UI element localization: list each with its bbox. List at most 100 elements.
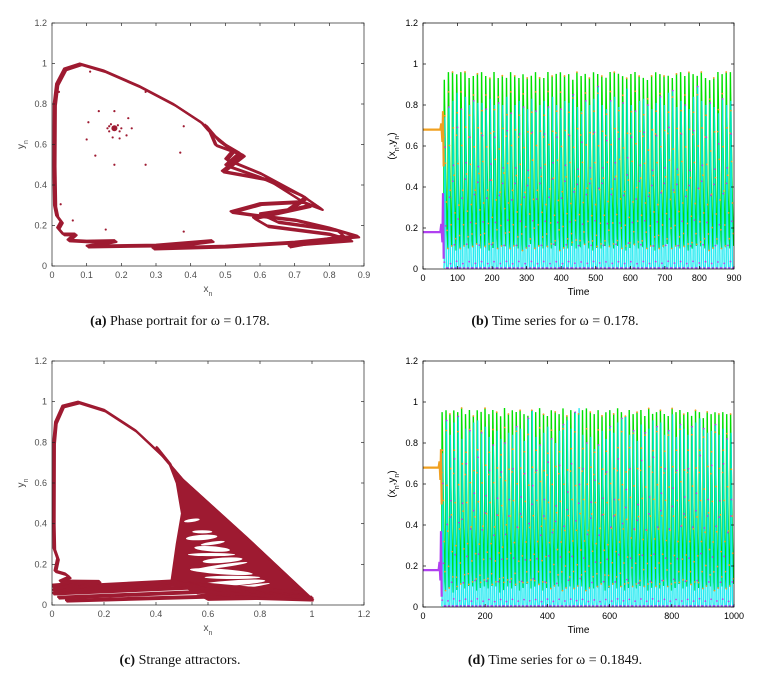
series-x-marker: [505, 260, 508, 263]
label-part: ,y: [387, 140, 398, 148]
series-y-marker: [621, 247, 623, 250]
series-y-marker: [561, 589, 564, 592]
series-x-marker: [612, 515, 615, 517]
series-y-marker: [513, 245, 515, 247]
series-y-marker: [640, 214, 643, 217]
series-x-marker: [450, 581, 453, 584]
attractor-curve: [58, 591, 314, 600]
series-y-marker: [488, 77, 491, 80]
series-x-marker: [586, 262, 589, 265]
series-x-marker: [534, 598, 537, 601]
series-y-marker: [702, 211, 705, 214]
series-x-marker: [699, 552, 702, 555]
series-y-marker: [612, 583, 614, 585]
series-y-marker: [664, 175, 667, 178]
series-y-marker: [674, 581, 676, 584]
series-x-marker: [536, 262, 539, 265]
series-y-marker: [549, 222, 552, 224]
series-x-marker: [616, 598, 619, 600]
series-y-marker: [663, 472, 665, 474]
series-y-marker: [644, 434, 646, 436]
series-x-marker: [683, 496, 686, 498]
series-y-marker: [471, 233, 473, 235]
series-y-marker: [571, 498, 573, 501]
attractor-gap: [200, 540, 225, 546]
series-y-marker: [549, 587, 552, 590]
series-x-marker: [706, 221, 708, 224]
series-x-marker: [566, 491, 569, 493]
series-x-marker: [604, 598, 607, 601]
series-y-marker: [726, 126, 728, 129]
series-y-marker: [707, 511, 710, 514]
series-y-marker: [695, 232, 697, 235]
series-x-marker: [531, 219, 534, 222]
series-y-marker: [697, 145, 700, 147]
series-x-marker: [643, 605, 646, 607]
series-y-marker: [608, 585, 611, 588]
series-x-marker: [479, 605, 482, 607]
y-tick-label: 0.8: [405, 100, 418, 110]
series-y-marker: [494, 560, 497, 562]
caption-d: (d) Time series for ω = 0.1849.: [468, 653, 642, 669]
x-tick-label: 900: [726, 273, 741, 283]
attractor-point: [59, 203, 62, 206]
fixed-point: [111, 125, 118, 132]
series-y-marker: [593, 451, 596, 454]
series-y-marker: [596, 585, 599, 588]
series-y-marker: [489, 542, 492, 545]
series-y-marker: [706, 203, 709, 206]
series-x-marker: [587, 267, 590, 269]
series-y-marker: [499, 476, 502, 479]
series-y-marker: [699, 241, 702, 243]
series-y-marker: [562, 225, 564, 228]
series-y-marker: [508, 231, 511, 234]
series-y-marker: [565, 415, 568, 417]
series-y-marker: [720, 575, 723, 578]
series-y-marker: [455, 576, 458, 579]
series-x-marker: [626, 156, 629, 159]
series-y-marker: [715, 530, 718, 533]
attractor-point: [87, 121, 90, 124]
series-y-marker: [463, 573, 466, 576]
label-part: y: [16, 144, 27, 149]
series-x-marker: [567, 260, 570, 263]
series-x-marker: [567, 579, 570, 582]
series-x-marker: [675, 598, 677, 601]
series-x-marker: [452, 605, 455, 607]
series-x-marker: [721, 97, 724, 100]
series-x-marker: [456, 605, 459, 607]
series-y-marker: [651, 128, 654, 131]
series-x-marker: [507, 605, 509, 607]
label-part: (x: [387, 489, 398, 497]
series-y-marker: [693, 581, 696, 583]
series-y-marker: [696, 516, 698, 518]
series-y-marker: [729, 109, 732, 112]
label-subscript: n: [209, 630, 213, 637]
series-y-marker: [713, 589, 716, 592]
series-y-marker: [443, 114, 446, 117]
series-y-marker: [453, 211, 456, 214]
series-y-marker: [530, 111, 533, 114]
series-x-marker: [531, 484, 534, 487]
series-x-marker: [666, 267, 669, 269]
series-y-marker: [633, 484, 636, 487]
series-x-marker: [661, 579, 664, 582]
series-y-marker: [669, 198, 672, 201]
series-x-marker: [564, 164, 567, 167]
series-y-marker: [528, 526, 531, 529]
series-y-marker: [586, 187, 588, 190]
series-x-marker: [515, 425, 518, 428]
series-x-marker: [559, 108, 562, 110]
plot-area: [52, 400, 315, 603]
series-y-marker: [641, 538, 644, 541]
series-y-marker: [598, 527, 601, 530]
series-y-marker: [557, 472, 560, 475]
series-y-marker: [722, 449, 725, 452]
series-x-marker: [648, 262, 651, 265]
series-y-marker: [690, 433, 693, 436]
series-x-marker: [634, 110, 637, 113]
series-y-marker: [513, 74, 516, 77]
series-y-marker: [700, 71, 703, 73]
series-x-marker: [611, 262, 614, 265]
series-y-marker: [607, 200, 609, 203]
